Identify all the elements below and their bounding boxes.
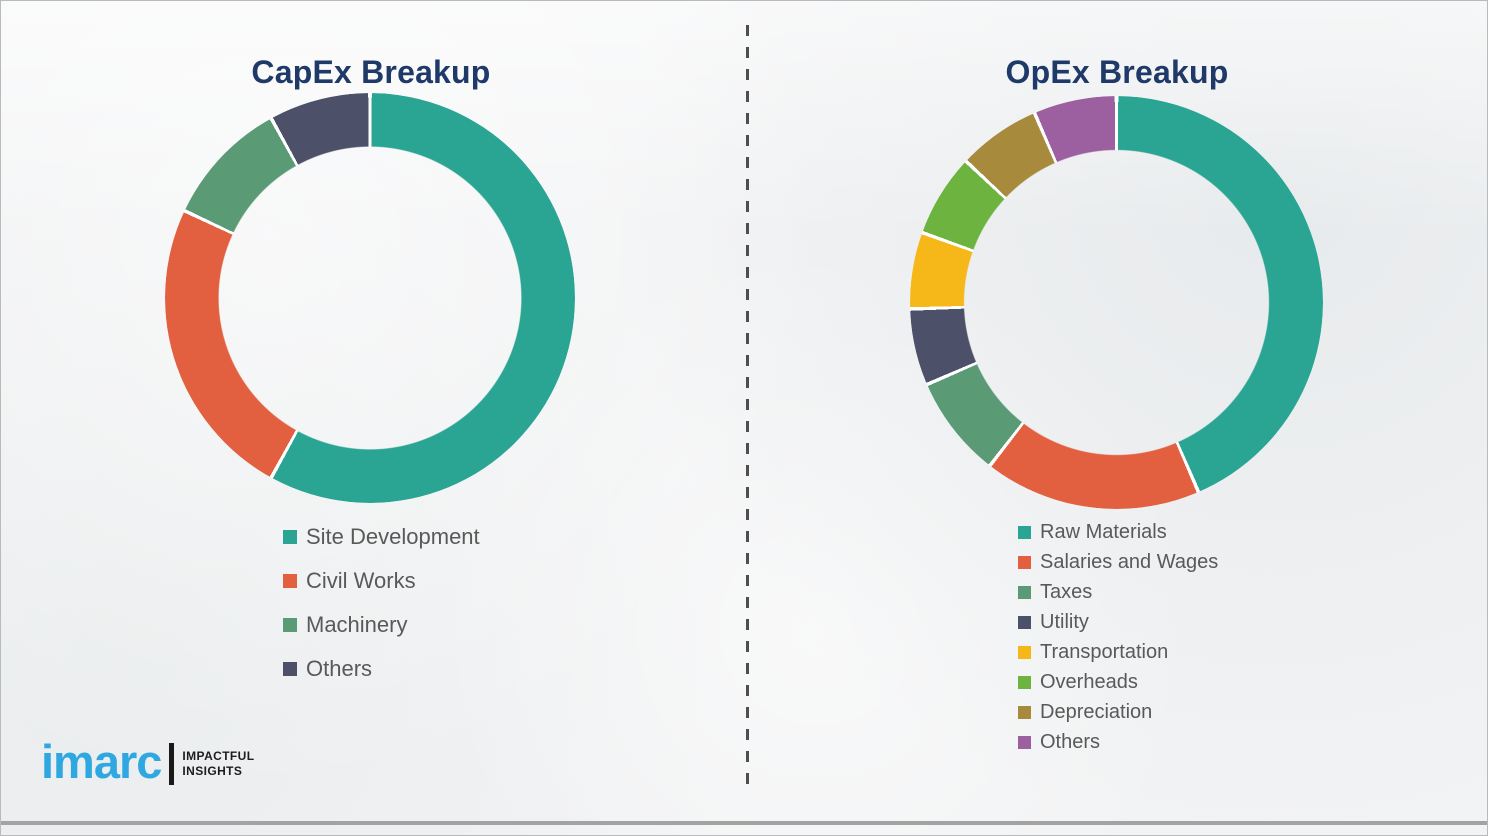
legend-label: Raw Materials (1040, 520, 1167, 543)
legend-label: Others (1040, 730, 1101, 753)
legend-label: Machinery (306, 612, 408, 637)
legend-swatch (1018, 675, 1031, 689)
legend-item: Site Development (283, 515, 480, 559)
legend-swatch (1018, 735, 1031, 749)
legend-swatch (1018, 525, 1031, 539)
legend-label: Salaries and Wages (1040, 550, 1219, 573)
legend-label: Civil Works (306, 568, 416, 593)
imarc-logo: imarc IMPACTFUL INSIGHTS (41, 737, 254, 785)
legend-label: Transportation (1040, 640, 1169, 663)
legend-label: Depreciation (1040, 700, 1153, 723)
legend-swatch (1018, 615, 1031, 629)
legend-item: Overheads (1018, 667, 1218, 697)
logo-tagline-line2: INSIGHTS (182, 764, 243, 778)
opex-legend: Raw Materials Salaries and Wages Taxes Util… (1018, 517, 1218, 757)
legend-label: Utility (1040, 610, 1089, 633)
legend-item: Transportation (1018, 637, 1218, 667)
logo-tagline: IMPACTFUL INSIGHTS (182, 749, 254, 779)
legend-swatch (1018, 645, 1031, 659)
legend-item: Salaries and Wages (1018, 547, 1218, 577)
legend-swatch (283, 662, 297, 676)
logo-divider-bar (169, 743, 175, 785)
capex-donut-chart (165, 93, 575, 503)
panel-divider-dashed-line (746, 25, 749, 791)
bottom-rule (1, 821, 1487, 825)
legend-item: Taxes (1018, 577, 1218, 607)
logo-brand-text: imarc (41, 734, 162, 788)
legend-item: Civil Works (283, 559, 480, 603)
legend-swatch (283, 530, 297, 544)
legend-swatch (283, 574, 297, 588)
legend-item: Others (283, 647, 480, 691)
capex-chart-title: CapEx Breakup (251, 53, 491, 90)
opex-donut-chart (910, 96, 1323, 509)
logo-tagline-line1: IMPACTFUL (182, 749, 255, 763)
legend-item: Depreciation (1018, 697, 1218, 727)
legend-swatch (1018, 705, 1031, 719)
legend-label: Taxes (1040, 580, 1093, 603)
capex-legend: Site Development Civil Works Machinery Othe… (283, 515, 480, 691)
legend-swatch (283, 618, 297, 632)
legend-item: Utility (1018, 607, 1218, 637)
legend-item: Others (1018, 727, 1218, 757)
legend-item: Raw Materials (1018, 517, 1218, 547)
opex-chart-title: OpEx Breakup (1005, 53, 1229, 90)
legend-swatch (1018, 555, 1031, 569)
legend-swatch (1018, 585, 1031, 599)
legend-label: Others (306, 656, 373, 681)
legend-item: Machinery (283, 603, 480, 647)
legend-label: Overheads (1040, 670, 1138, 693)
legend-label: Site Development (306, 524, 480, 549)
